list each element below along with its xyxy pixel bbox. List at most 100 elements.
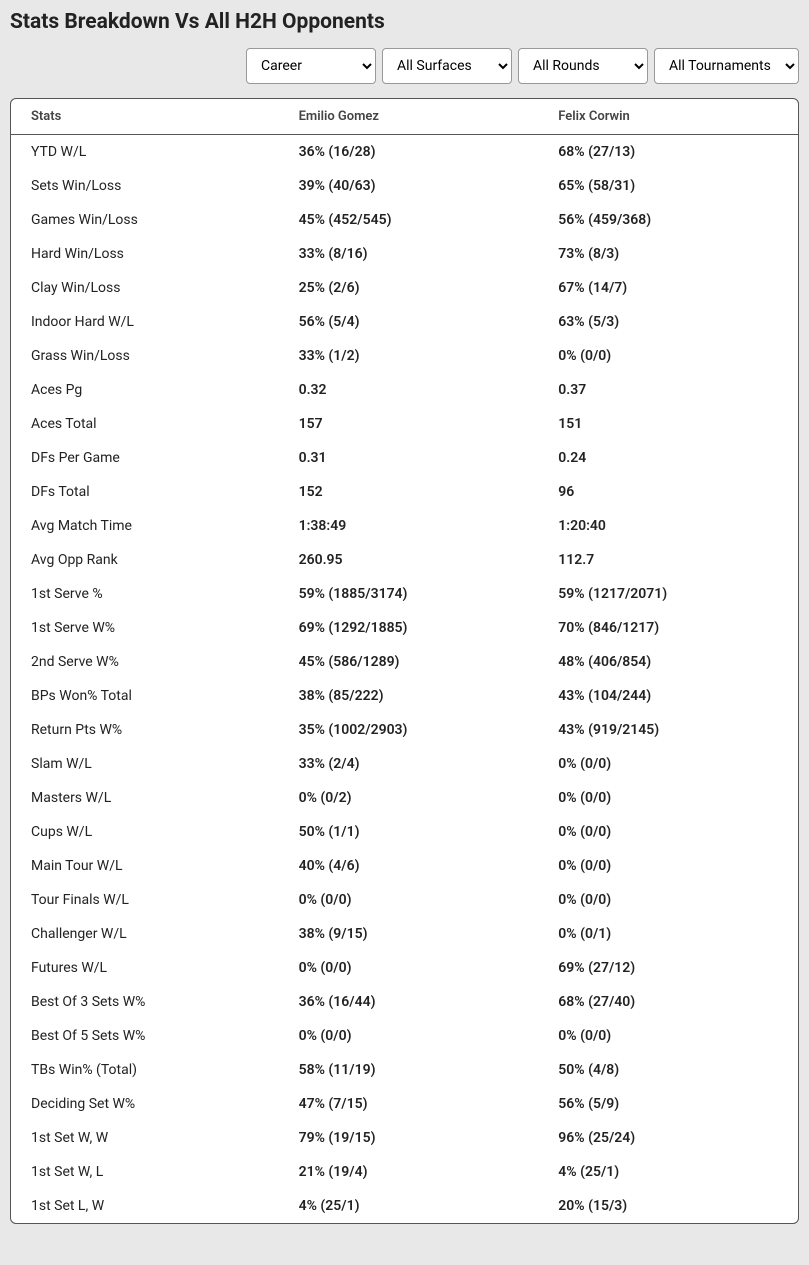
player2-value: 68% (27/13) [538,135,798,170]
player1-value: 25% (2/6) [279,271,539,305]
player2-value: 20% (15/3) [538,1189,798,1223]
player2-value: 0% (0/0) [538,781,798,815]
stat-label: Slam W/L [11,747,279,781]
table-row: Best Of 3 Sets W%36% (16/44)68% (27/40) [11,985,798,1019]
table-row: Best Of 5 Sets W%0% (0/0)0% (0/0) [11,1019,798,1053]
table-row: 1st Set L, W4% (25/1)20% (15/3) [11,1189,798,1223]
player1-value: 4% (25/1) [279,1189,539,1223]
player2-value: 48% (406/854) [538,645,798,679]
round-select[interactable]: All Rounds [518,48,648,84]
stat-label: Deciding Set W% [11,1087,279,1121]
table-row: DFs Total15296 [11,475,798,509]
table-row: Main Tour W/L40% (4/6)0% (0/0) [11,849,798,883]
table-row: DFs Per Game0.310.24 [11,441,798,475]
player2-value: 151 [538,407,798,441]
player1-value: 33% (1/2) [279,339,539,373]
player1-value: 157 [279,407,539,441]
player2-value: 0% (0/0) [538,339,798,373]
stats-table-container: Stats Emilio Gomez Felix Corwin YTD W/L3… [10,98,799,1224]
stat-label: Main Tour W/L [11,849,279,883]
table-row: 2nd Serve W%45% (586/1289)48% (406/854) [11,645,798,679]
table-row: Hard Win/Loss33% (8/16)73% (8/3) [11,237,798,271]
table-row: Games Win/Loss45% (452/545)56% (459/368) [11,203,798,237]
table-row: 1st Serve W%69% (1292/1885)70% (846/1217… [11,611,798,645]
player2-value: 43% (104/244) [538,679,798,713]
table-row: Sets Win/Loss39% (40/63)65% (58/31) [11,169,798,203]
player1-value: 40% (4/6) [279,849,539,883]
player1-value: 35% (1002/2903) [279,713,539,747]
player2-value: 0% (0/0) [538,849,798,883]
stat-label: Aces Pg [11,373,279,407]
table-row: Avg Opp Rank260.95112.7 [11,543,798,577]
player2-value: 4% (25/1) [538,1155,798,1189]
page-title: Stats Breakdown Vs All H2H Opponents [10,10,799,34]
stat-label: Grass Win/Loss [11,339,279,373]
player1-value: 21% (19/4) [279,1155,539,1189]
table-row: Challenger W/L38% (9/15)0% (0/1) [11,917,798,951]
stat-label: Best Of 3 Sets W% [11,985,279,1019]
player2-value: 63% (5/3) [538,305,798,339]
stat-label: DFs Per Game [11,441,279,475]
stat-label: Best Of 5 Sets W% [11,1019,279,1053]
player1-value: 38% (9/15) [279,917,539,951]
stat-label: Return Pts W% [11,713,279,747]
player1-value: 36% (16/44) [279,985,539,1019]
table-row: Aces Pg0.320.37 [11,373,798,407]
stat-label: Sets Win/Loss [11,169,279,203]
stat-label: Clay Win/Loss [11,271,279,305]
table-row: Avg Match Time1:38:491:20:40 [11,509,798,543]
stat-label: BPs Won% Total [11,679,279,713]
player1-value: 36% (16/28) [279,135,539,170]
stats-table: Stats Emilio Gomez Felix Corwin YTD W/L3… [11,99,798,1223]
stat-label: Challenger W/L [11,917,279,951]
player1-value: 33% (2/4) [279,747,539,781]
player2-value: 0.37 [538,373,798,407]
table-row: Cups W/L50% (1/1)0% (0/0) [11,815,798,849]
stat-label: Aces Total [11,407,279,441]
player2-value: 73% (8/3) [538,237,798,271]
table-row: Masters W/L0% (0/2)0% (0/0) [11,781,798,815]
stat-label: 1st Set W, W [11,1121,279,1155]
player2-value: 1:20:40 [538,509,798,543]
player2-value: 56% (459/368) [538,203,798,237]
player1-value: 45% (452/545) [279,203,539,237]
player1-value: 1:38:49 [279,509,539,543]
player2-value: 70% (846/1217) [538,611,798,645]
table-row: Futures W/L0% (0/0)69% (27/12) [11,951,798,985]
player1-value: 0% (0/0) [279,951,539,985]
player2-value: 69% (27/12) [538,951,798,985]
stat-label: Avg Match Time [11,509,279,543]
surface-select[interactable]: All Surfaces [382,48,512,84]
filters-row: Career All Surfaces All Rounds All Tourn… [10,48,799,84]
period-select[interactable]: Career [246,48,376,84]
stat-label: Tour Finals W/L [11,883,279,917]
stat-label: Masters W/L [11,781,279,815]
player2-value: 0.24 [538,441,798,475]
player1-value: 69% (1292/1885) [279,611,539,645]
player1-value: 79% (19/15) [279,1121,539,1155]
table-row: Grass Win/Loss33% (1/2)0% (0/0) [11,339,798,373]
stat-label: 1st Set W, L [11,1155,279,1189]
stat-label: 1st Serve W% [11,611,279,645]
table-row: BPs Won% Total38% (85/222)43% (104/244) [11,679,798,713]
player1-value: 38% (85/222) [279,679,539,713]
stat-label: TBs Win% (Total) [11,1053,279,1087]
player1-value: 39% (40/63) [279,169,539,203]
stat-label: DFs Total [11,475,279,509]
stat-label: Cups W/L [11,815,279,849]
player1-value: 56% (5/4) [279,305,539,339]
player2-value: 0% (0/0) [538,883,798,917]
stat-label: 1st Set L, W [11,1189,279,1223]
tournament-select[interactable]: All Tournaments [654,48,799,84]
header-player2: Felix Corwin [538,99,798,135]
table-row: Aces Total157151 [11,407,798,441]
table-row: Clay Win/Loss25% (2/6)67% (14/7) [11,271,798,305]
stat-label: Hard Win/Loss [11,237,279,271]
player1-value: 0.31 [279,441,539,475]
player2-value: 0% (0/0) [538,747,798,781]
player2-value: 67% (14/7) [538,271,798,305]
player1-value: 152 [279,475,539,509]
player2-value: 68% (27/40) [538,985,798,1019]
player1-value: 0% (0/0) [279,1019,539,1053]
stat-label: Games Win/Loss [11,203,279,237]
